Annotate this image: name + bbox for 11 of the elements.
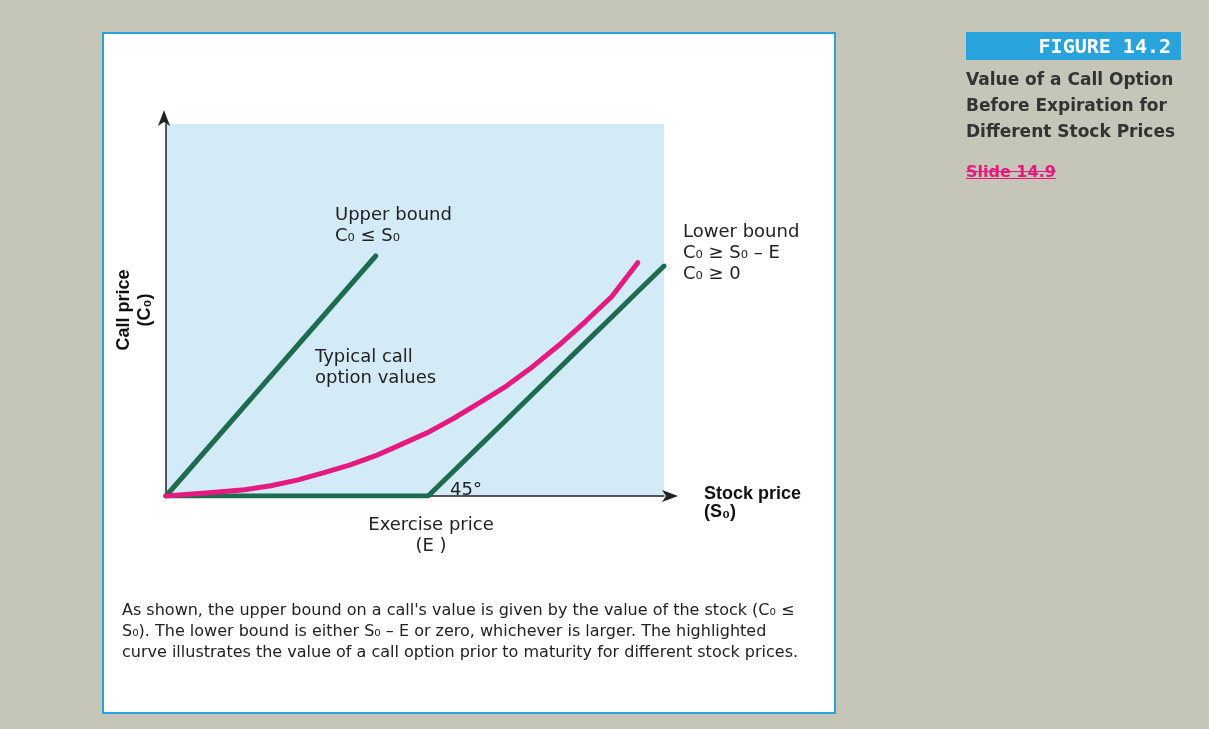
- text: Slide 14.9: [966, 162, 1057, 181]
- text: Value of a Call Option Before Expiration for Different Stock Prices: [966, 68, 1177, 143]
- text: FIGURE 14.2: [966, 32, 1181, 60]
- text: Upper bound C₀ ≤ S₀: [335, 203, 452, 245]
- y-axis-title: Call price (C₀): [112, 269, 154, 351]
- text: As shown, the upper bound on a call's value is given by the value of the stock (C₀ ≤ S₀). The lower bound is either S₀ – E or zero, whichever is larger. The highlighted curve illustrates the value of a call option prior to maturity for different stock prices.: [122, 599, 800, 662]
- annotation: 45°: [450, 478, 482, 499]
- x-axis-title: Stock price (S₀): [704, 483, 802, 521]
- text: Lower bound C₀ ≥ S₀ – E C₀ ≥ 0: [683, 220, 800, 283]
- text: Exercise price (E ): [368, 513, 494, 555]
- annotation: Typical call option values: [314, 345, 437, 387]
